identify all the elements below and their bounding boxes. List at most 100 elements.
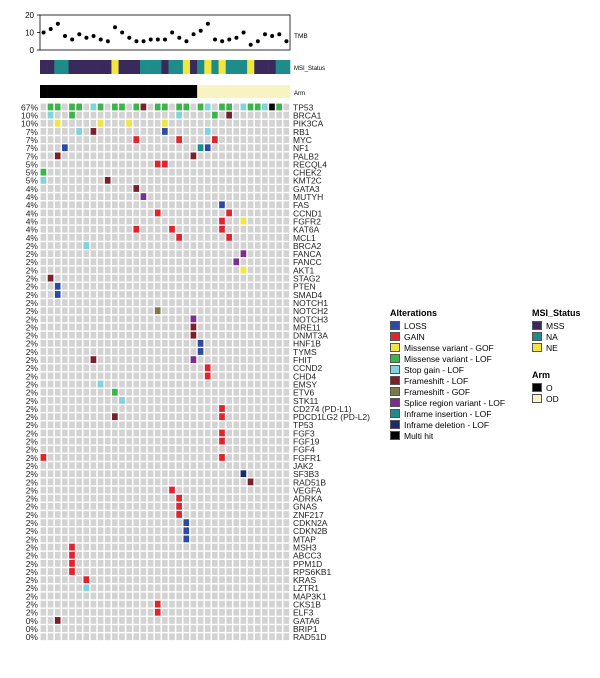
grid-cell bbox=[112, 152, 118, 160]
grid-cell bbox=[283, 160, 290, 168]
grid-cell bbox=[83, 323, 90, 331]
grid-cell bbox=[112, 429, 118, 437]
grid-cell bbox=[140, 364, 147, 372]
arm-cell bbox=[161, 85, 169, 98]
grid-cell bbox=[190, 397, 197, 404]
grid-cell bbox=[176, 323, 182, 331]
grid-cell bbox=[162, 176, 168, 184]
grid-cell bbox=[140, 315, 147, 323]
grid-cell bbox=[154, 152, 161, 160]
grid-cell bbox=[90, 397, 97, 404]
grid-cell bbox=[147, 397, 154, 404]
grid-cell bbox=[126, 356, 132, 363]
grid-cell bbox=[204, 250, 211, 258]
grid-cell bbox=[76, 250, 82, 258]
grid-cell bbox=[197, 462, 204, 469]
grid-cell bbox=[226, 323, 232, 331]
grid-cell bbox=[176, 592, 182, 600]
grid-cell bbox=[254, 258, 261, 266]
grid-cell bbox=[183, 250, 190, 258]
tmb-point bbox=[70, 37, 75, 42]
percent-label: 2% bbox=[26, 257, 39, 267]
grid-cell bbox=[176, 266, 182, 274]
grid-cell bbox=[219, 486, 225, 494]
grid-cell bbox=[269, 250, 275, 258]
grid-cell bbox=[119, 128, 125, 135]
grid-cell bbox=[104, 250, 111, 258]
grid-cell bbox=[204, 568, 211, 575]
alteration-cell bbox=[219, 413, 225, 421]
grid-cell bbox=[240, 160, 247, 168]
grid-cell bbox=[140, 608, 147, 616]
grid-cell bbox=[104, 291, 111, 298]
gene-label: CCND1 bbox=[293, 208, 323, 218]
arm-cell bbox=[54, 85, 62, 98]
grid-cell bbox=[47, 323, 54, 331]
grid-cell bbox=[83, 543, 90, 551]
gene-label: DNMT3A bbox=[293, 331, 328, 341]
grid-cell bbox=[140, 397, 147, 404]
grid-cell bbox=[219, 119, 225, 127]
gene-label: GATA6 bbox=[293, 616, 320, 626]
grid-cell bbox=[147, 201, 154, 209]
grid-cell bbox=[140, 307, 147, 315]
grid-cell bbox=[133, 592, 140, 600]
grid-cell bbox=[119, 323, 125, 331]
percent-label: 4% bbox=[26, 200, 39, 210]
grid-cell bbox=[126, 478, 132, 486]
grid-cell bbox=[240, 592, 247, 600]
grid-cell bbox=[233, 397, 240, 404]
grid-cell bbox=[54, 568, 61, 575]
grid-cell bbox=[40, 282, 47, 290]
alteration-cell bbox=[240, 217, 247, 225]
grid-cell bbox=[204, 462, 211, 469]
grid-cell bbox=[112, 625, 118, 632]
grid-cell bbox=[190, 405, 197, 412]
grid-cell bbox=[226, 128, 232, 135]
grid-cell bbox=[276, 356, 282, 363]
grid-cell bbox=[197, 486, 204, 494]
grid-cell bbox=[247, 266, 254, 274]
grid-cell bbox=[262, 486, 268, 494]
grid-cell bbox=[133, 413, 140, 421]
grid-cell bbox=[54, 380, 61, 388]
grid-cell bbox=[126, 136, 132, 143]
grid-cell bbox=[190, 527, 197, 535]
grid-cell bbox=[54, 592, 61, 600]
grid-cell bbox=[226, 486, 232, 494]
grid-cell bbox=[276, 274, 282, 282]
grid-cell bbox=[226, 543, 232, 551]
msi-cell bbox=[211, 60, 219, 74]
grid-cell bbox=[83, 608, 90, 616]
tmb-point bbox=[184, 39, 189, 44]
grid-cell bbox=[283, 193, 290, 200]
grid-cell bbox=[69, 225, 75, 233]
grid-cell bbox=[97, 519, 104, 526]
grid-cell bbox=[140, 421, 147, 429]
grid-cell bbox=[262, 543, 268, 551]
grid-cell bbox=[190, 568, 197, 575]
grid-cell bbox=[154, 568, 161, 575]
grid-cell bbox=[183, 568, 190, 575]
grid-cell bbox=[90, 201, 97, 209]
grid-cell bbox=[140, 209, 147, 217]
alteration-cell bbox=[154, 608, 161, 616]
grid-cell bbox=[69, 299, 75, 306]
grid-cell bbox=[247, 511, 254, 518]
grid-cell bbox=[212, 437, 218, 445]
grid-cell bbox=[262, 633, 268, 641]
grid-cell bbox=[119, 356, 125, 363]
arm-legend-label: O bbox=[546, 382, 553, 393]
grid-cell bbox=[62, 405, 68, 412]
grid-cell bbox=[262, 445, 268, 453]
grid-cell bbox=[176, 119, 182, 127]
grid-cell bbox=[219, 339, 225, 347]
grid-cell bbox=[54, 250, 61, 258]
grid-cell bbox=[204, 454, 211, 461]
grid-cell bbox=[133, 291, 140, 298]
grid-cell bbox=[90, 405, 97, 412]
grid-cell bbox=[240, 128, 247, 135]
grid-cell bbox=[126, 242, 132, 249]
grid-cell bbox=[190, 519, 197, 526]
grid-cell bbox=[204, 291, 211, 298]
